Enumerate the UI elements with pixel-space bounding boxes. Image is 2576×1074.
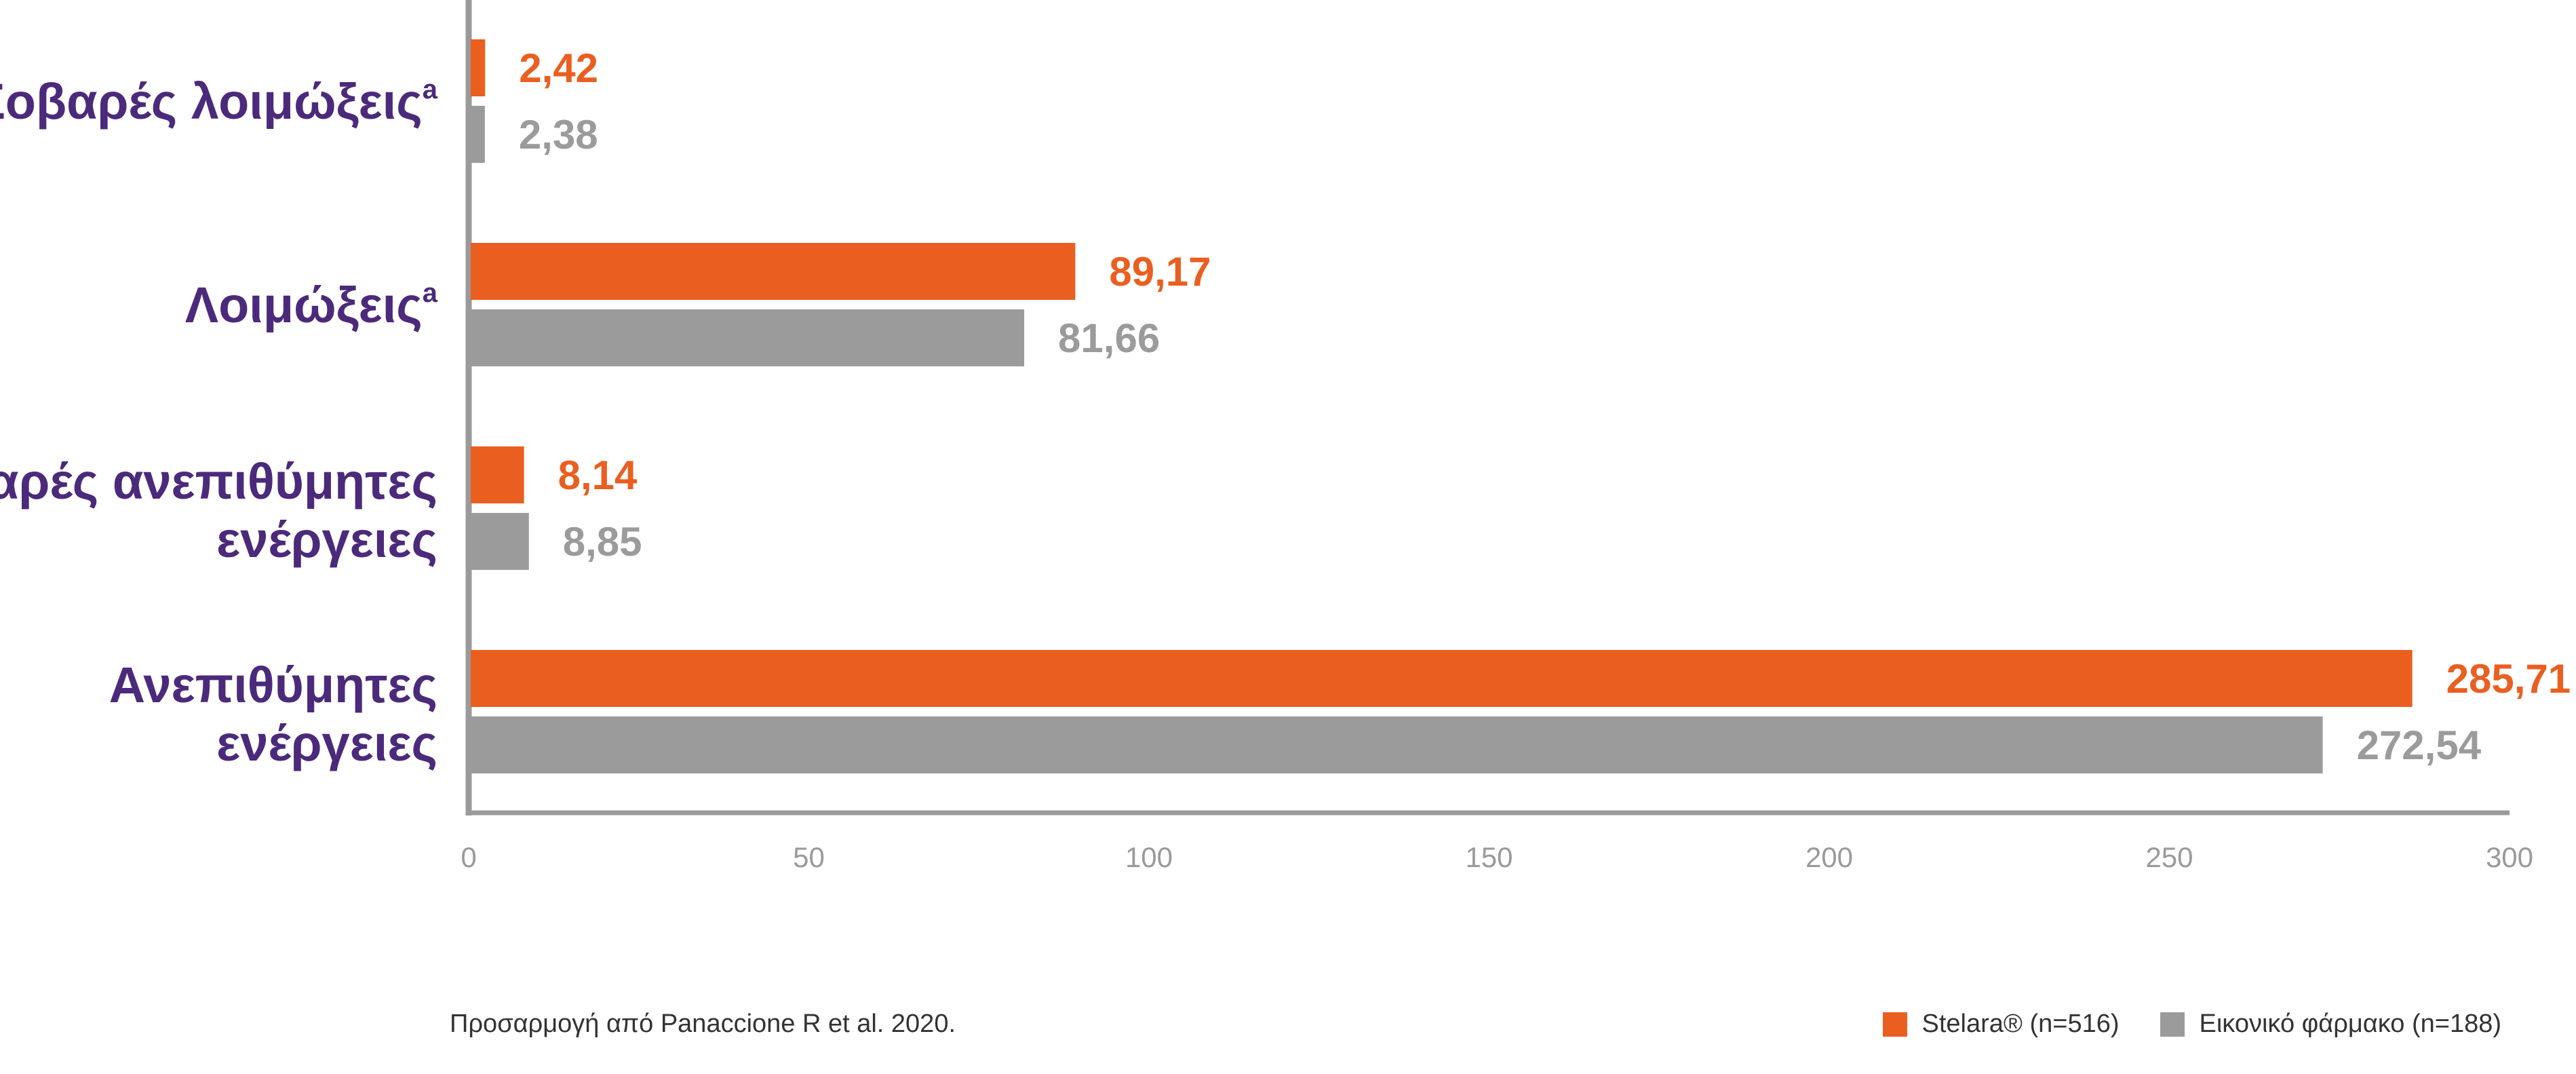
legend-item-stelara: Stelara® (n=516) bbox=[1882, 1010, 2120, 1039]
x-tick-label-100: 100 bbox=[1125, 841, 1173, 873]
value-label-placebo-1: 81,66 bbox=[1058, 315, 1160, 361]
value-label-placebo-3: 272,54 bbox=[2357, 723, 2482, 768]
value-label-stelara-1: 89,17 bbox=[1109, 249, 1211, 294]
bar-placebo-2 bbox=[471, 513, 529, 570]
legend: Stelara® (n=516) Εικονικό φάρμακο (n=188… bbox=[1882, 1010, 2501, 1039]
bar-stelara-0 bbox=[471, 39, 486, 96]
x-tick-label-0: 0 bbox=[461, 841, 476, 873]
x-tick-label-250: 250 bbox=[2145, 841, 2193, 873]
source-note: Προσαρμογή από Panaccione R et al. 2020. bbox=[450, 1010, 956, 1038]
x-tick-labels-group: 0 50 100 150 200 250 300 bbox=[461, 841, 2533, 873]
x-tick-label-200: 200 bbox=[1806, 841, 1853, 873]
legend-item-placebo: Εικονικό φάρμακο (n=188) bbox=[2160, 1010, 2501, 1039]
legend-label-placebo: Εικονικό φάρμακο (n=188) bbox=[2199, 1010, 2501, 1038]
legend-label-stelara: Stelara® (n=516) bbox=[1921, 1010, 2120, 1038]
bar-stelara-2 bbox=[471, 446, 524, 503]
value-label-placebo-2: 8,85 bbox=[563, 519, 642, 564]
bar-stelara-1 bbox=[471, 243, 1076, 300]
category-label-3: Ανεπιθύμητες ενέργειες bbox=[109, 657, 437, 771]
bar-placebo-0 bbox=[471, 106, 485, 163]
value-label-stelara-0: 2,42 bbox=[519, 45, 598, 91]
value-label-stelara-3: 285,71 bbox=[2446, 656, 2571, 702]
value-label-stelara-2: 8,14 bbox=[558, 453, 638, 498]
category-label-1: Λοιμώξειςa bbox=[185, 277, 438, 333]
x-tick-label-300: 300 bbox=[2486, 841, 2533, 873]
value-label-placebo-0: 2,38 bbox=[519, 112, 598, 157]
bar-stelara-3 bbox=[471, 650, 2413, 707]
category-labels-group: Σοβαρές λοιμώξειςa Λοιμώξειςa Σοβαρές ανεπ… bbox=[0, 73, 438, 771]
value-labels-group: 2,42 2,38 89,17 81,66 8,14 8,85 285,71 272,54 bbox=[519, 45, 2571, 768]
x-tick-label-50: 50 bbox=[793, 841, 825, 873]
bar-placebo-3 bbox=[471, 716, 2323, 773]
legend-swatch-placebo bbox=[2160, 1012, 2185, 1037]
x-tick-label-150: 150 bbox=[1465, 841, 1513, 873]
bar-placebo-1 bbox=[471, 309, 1025, 366]
legend-swatch-stelara bbox=[1882, 1012, 1907, 1037]
bars-group bbox=[471, 39, 2413, 773]
category-label-0: Σοβαρές λοιμώξειςa bbox=[0, 73, 438, 130]
